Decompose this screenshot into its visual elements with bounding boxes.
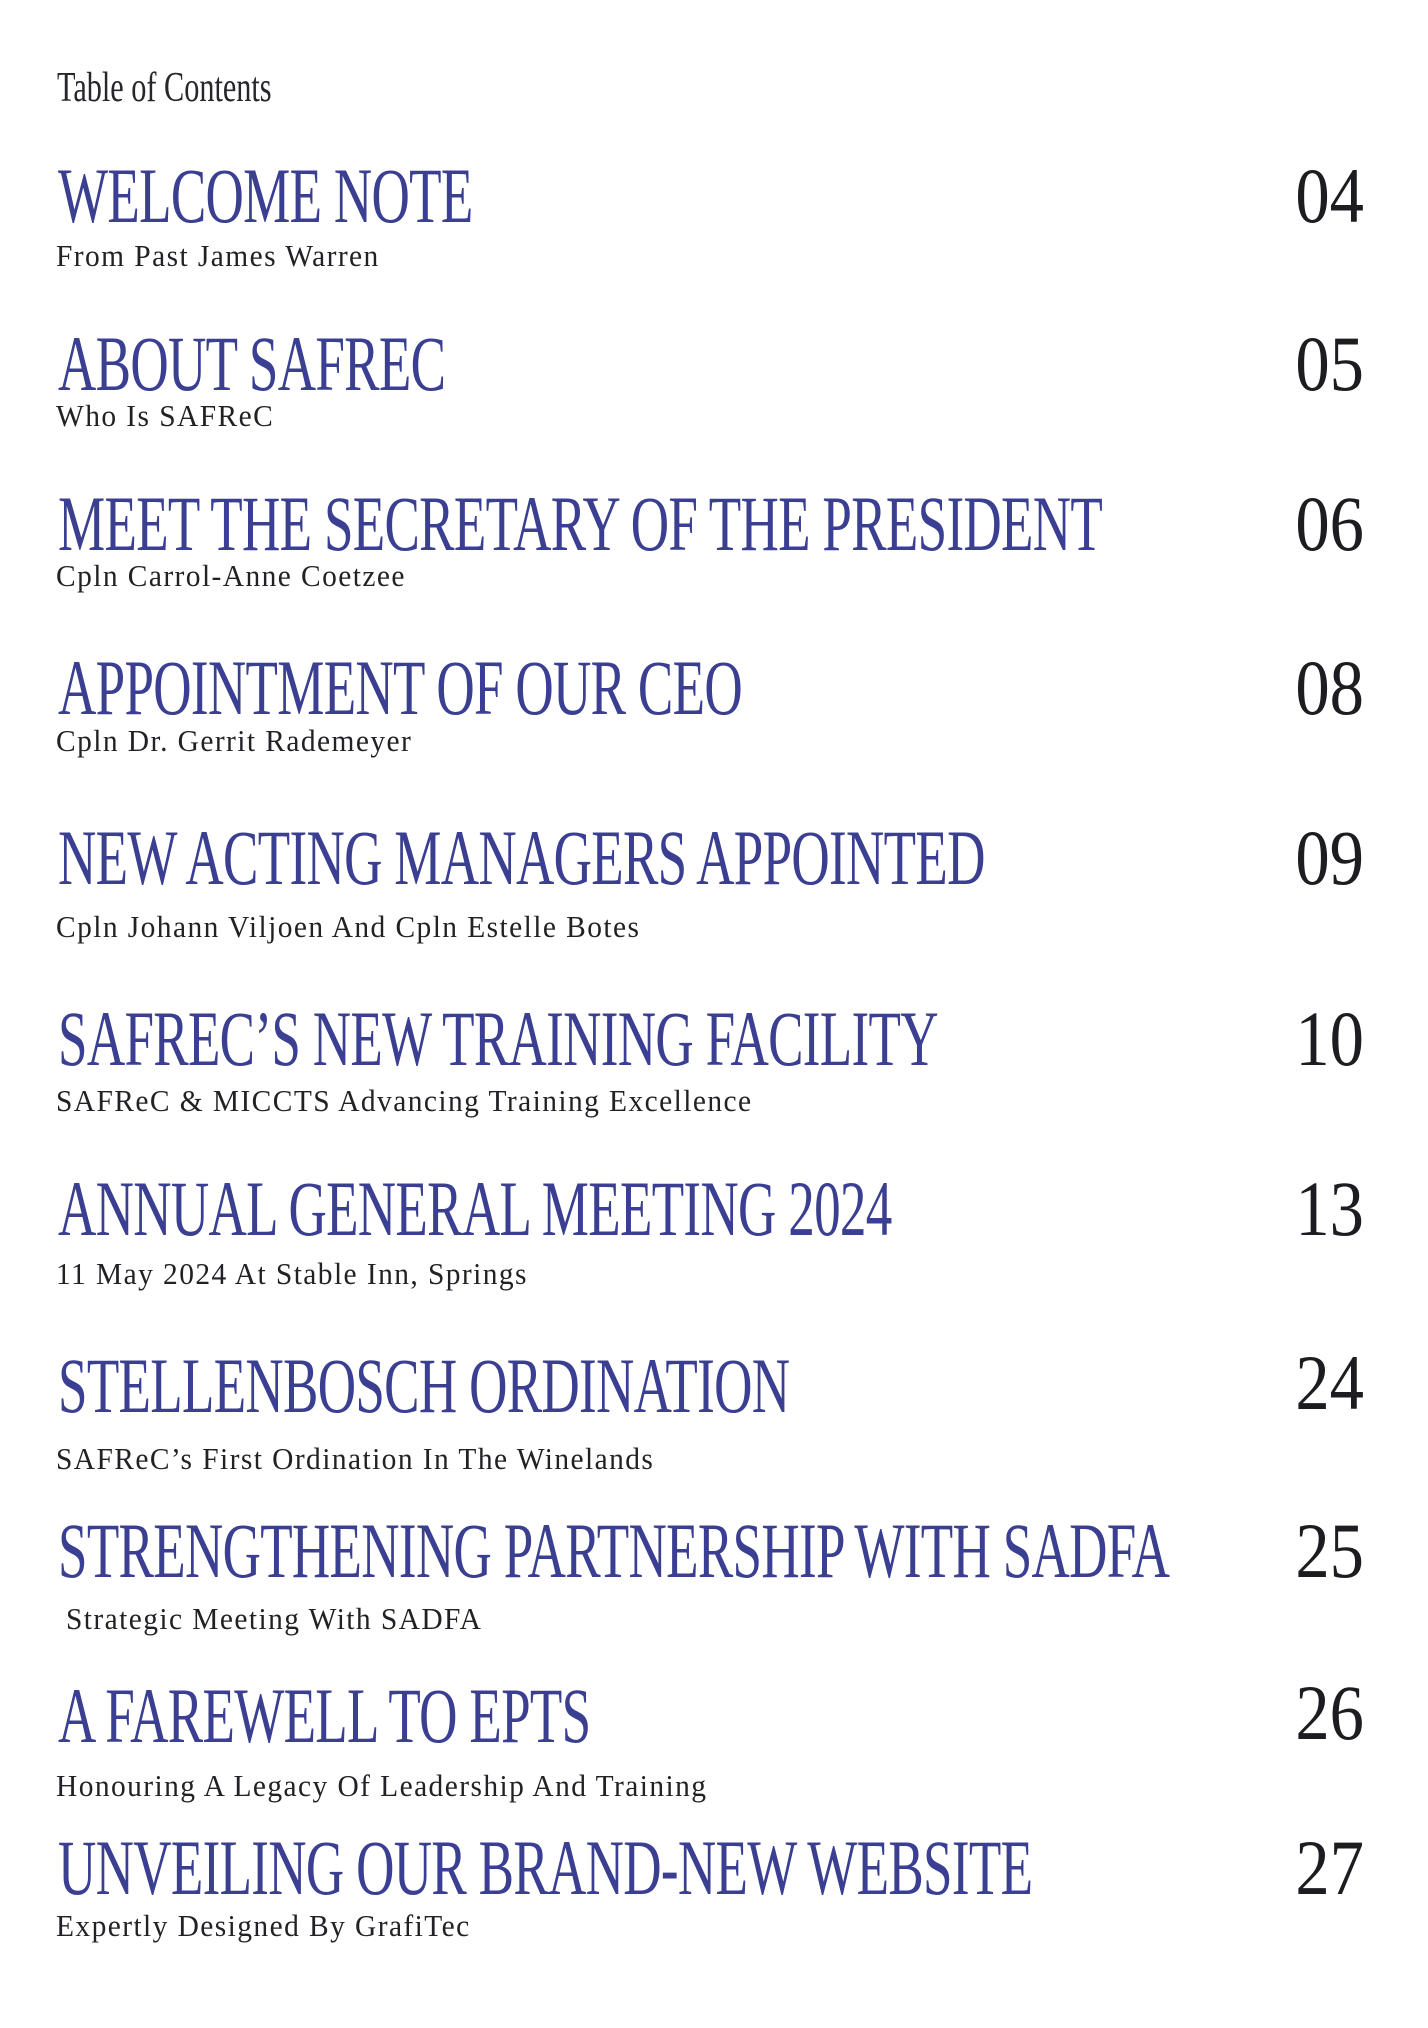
page-title: Table of Contents	[57, 65, 272, 111]
toc-entry-page-number: 08	[1295, 644, 1364, 731]
toc-entry-subtitle: Expertly Designed By GrafiTec	[56, 1908, 471, 1943]
toc-entry-page-number: 24	[1295, 1339, 1364, 1426]
toc-entry[interactable]: NEW ACTING MANAGERS APPOINTED Cpln Johan…	[0, 819, 1428, 969]
toc-entry[interactable]: APPOINTMENT OF OUR CEO Cpln Dr. Gerrit R…	[0, 649, 1428, 799]
toc-entry-page-number: 25	[1295, 1507, 1364, 1594]
toc-entry-title: ABOUT SAFREC	[58, 320, 446, 407]
toc-entry-subtitle: Strategic Meeting With SADFA	[66, 1601, 483, 1636]
toc-entry-title: NEW ACTING MANAGERS APPOINTED	[58, 814, 985, 901]
toc-entry[interactable]: ABOUT SAFREC Who Is SAFReC 05	[0, 325, 1428, 475]
toc-entry-subtitle: Cpln Johann Viljoen And Cpln Estelle Bot…	[56, 909, 641, 944]
toc-entry-subtitle: SAFReC’s First Ordination In The Winelan…	[56, 1441, 655, 1476]
toc-entry-title: STELLENBOSCH ORDINATION	[58, 1342, 790, 1429]
toc-entry-subtitle: Honouring A Legacy Of Leadership And Tra…	[56, 1768, 708, 1803]
toc-entry-subtitle: SAFReC & MICCTS Advancing Training Excel…	[56, 1083, 753, 1118]
toc-entry-page-number: 06	[1295, 480, 1364, 567]
toc-entry-page-number: 05	[1295, 320, 1364, 407]
toc-entry-page-number: 09	[1295, 814, 1364, 901]
toc-entry[interactable]: STRENGTHENING PARTNERSHIP WITH SADFA Str…	[0, 1512, 1428, 1662]
toc-entry[interactable]: MEET THE SECRETARY OF THE PRESIDENT Cpln…	[0, 485, 1428, 635]
toc-entry-page-number: 26	[1295, 1669, 1364, 1756]
toc-entry-title: MEET THE SECRETARY OF THE PRESIDENT	[58, 480, 1103, 567]
toc-entry-subtitle: Cpln Carrol-Anne Coetzee	[56, 558, 406, 593]
toc-entry[interactable]: SAFREC’S NEW TRAINING FACILITY SAFReC & …	[0, 1000, 1428, 1150]
toc-entry[interactable]: UNVEILING OUR BRAND-NEW WEBSITE Expertly…	[0, 1829, 1428, 1979]
toc-entry-title: STRENGTHENING PARTNERSHIP WITH SADFA	[58, 1507, 1170, 1594]
toc-entry-subtitle: 11 May 2024 At Stable Inn, Springs	[56, 1256, 528, 1291]
toc-entry-title: APPOINTMENT OF OUR CEO	[58, 644, 743, 731]
toc-entry[interactable]: ANNUAL GENERAL MEETING 2024 11 May 2024 …	[0, 1170, 1428, 1320]
toc-entry[interactable]: STELLENBOSCH ORDINATION SAFReC’s First O…	[0, 1339, 1428, 1497]
toc-entry-page-number: 10	[1295, 995, 1364, 1082]
toc-entry-page-number: 27	[1295, 1824, 1364, 1911]
toc-entry[interactable]: A FAREWELL TO EPTS Honouring A Legacy Of…	[0, 1669, 1428, 1827]
toc-entry-page-number: 04	[1295, 152, 1364, 239]
toc-entry-title: WELCOME NOTE	[58, 152, 473, 239]
toc-entry-title: ANNUAL GENERAL MEETING 2024	[58, 1165, 892, 1252]
toc-entry-subtitle: Who Is SAFReC	[56, 398, 275, 433]
toc-entry-subtitle: Cpln Dr. Gerrit Rademeyer	[56, 723, 413, 758]
toc-entry-page-number: 13	[1295, 1165, 1364, 1252]
toc-entry-subtitle: From Past James Warren	[56, 238, 380, 273]
toc-entry[interactable]: WELCOME NOTE From Past James Warren 04	[0, 157, 1428, 307]
toc-entry-title: SAFREC’S NEW TRAINING FACILITY	[58, 995, 939, 1082]
toc-entry-title: UNVEILING OUR BRAND-NEW WEBSITE	[58, 1824, 1033, 1911]
toc-entry-title: A FAREWELL TO EPTS	[58, 1672, 591, 1759]
